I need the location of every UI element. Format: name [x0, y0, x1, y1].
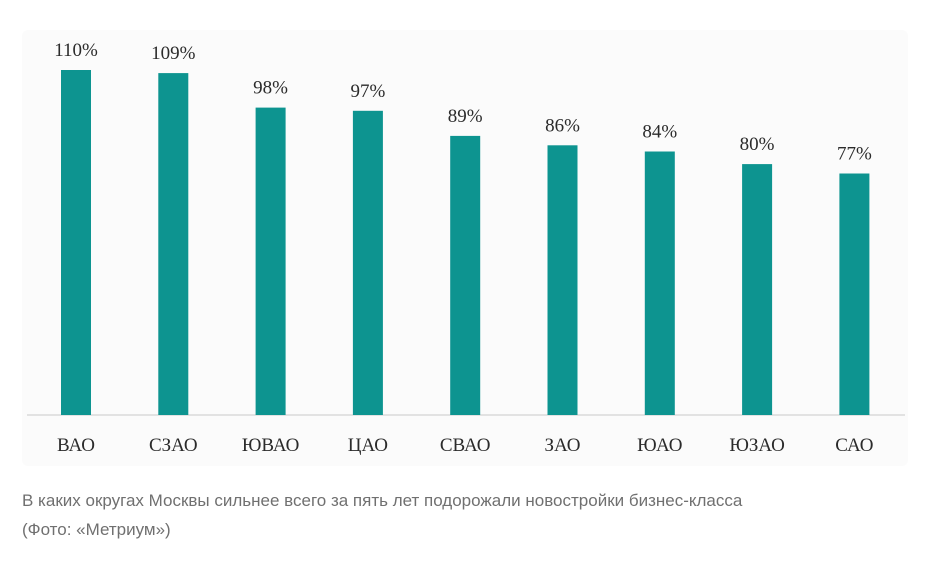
category-label: ЮВАО [242, 435, 300, 456]
category-label: СВАО [440, 435, 491, 456]
value-label: 98% [253, 78, 288, 99]
bar-СЗАО [158, 73, 189, 415]
category-label: ВАО [57, 435, 95, 456]
category-label: СЗАО [149, 435, 198, 456]
bar-ЮВАО [255, 107, 286, 415]
bar-ЮЗАО [742, 164, 773, 415]
bar-ЦАО [352, 110, 383, 416]
category-label: ЗАО [544, 435, 580, 456]
value-label: 109% [151, 43, 196, 64]
caption-line-2: (Фото: «Метриум») [22, 520, 171, 539]
category-label: ЮЗАО [729, 435, 785, 456]
value-label: 80% [740, 134, 775, 155]
figure-caption: В каких округах Москвы сильнее всего за … [22, 486, 912, 544]
value-label: 77% [837, 144, 872, 165]
value-label: 110% [54, 40, 98, 61]
bar-СВАО [450, 135, 481, 415]
chart-figure: 110% 109% 98% 97% 89% 86% 84% 80% 77% ВАО СЗАО ЮВА… [22, 30, 908, 466]
category-labels-group: ВАО СЗАО ЮВАО ЦАО СВАО ЗАО ЮАО ЮЗАО САО [57, 435, 874, 456]
bar-ЮАО [644, 151, 675, 415]
bar-ВАО [61, 70, 91, 415]
value-label: 89% [448, 106, 483, 127]
value-label: 86% [545, 115, 580, 136]
bar-ЗАО [547, 145, 578, 416]
bar-САО [839, 173, 870, 415]
bars-group [61, 70, 870, 416]
category-label: САО [835, 435, 873, 456]
caption-line-1: В каких округах Москвы сильнее всего за … [22, 491, 743, 510]
bar-chart: 110% 109% 98% 97% 89% 86% 84% 80% 77% ВАО СЗАО ЮВА… [27, 40, 905, 456]
category-label: ЮАО [637, 435, 682, 456]
value-label: 84% [642, 122, 677, 143]
category-label: ЦАО [348, 435, 388, 456]
value-label: 97% [350, 81, 385, 102]
value-labels-group: 110% 109% 98% 97% 89% 86% 84% 80% 77% [54, 40, 872, 165]
